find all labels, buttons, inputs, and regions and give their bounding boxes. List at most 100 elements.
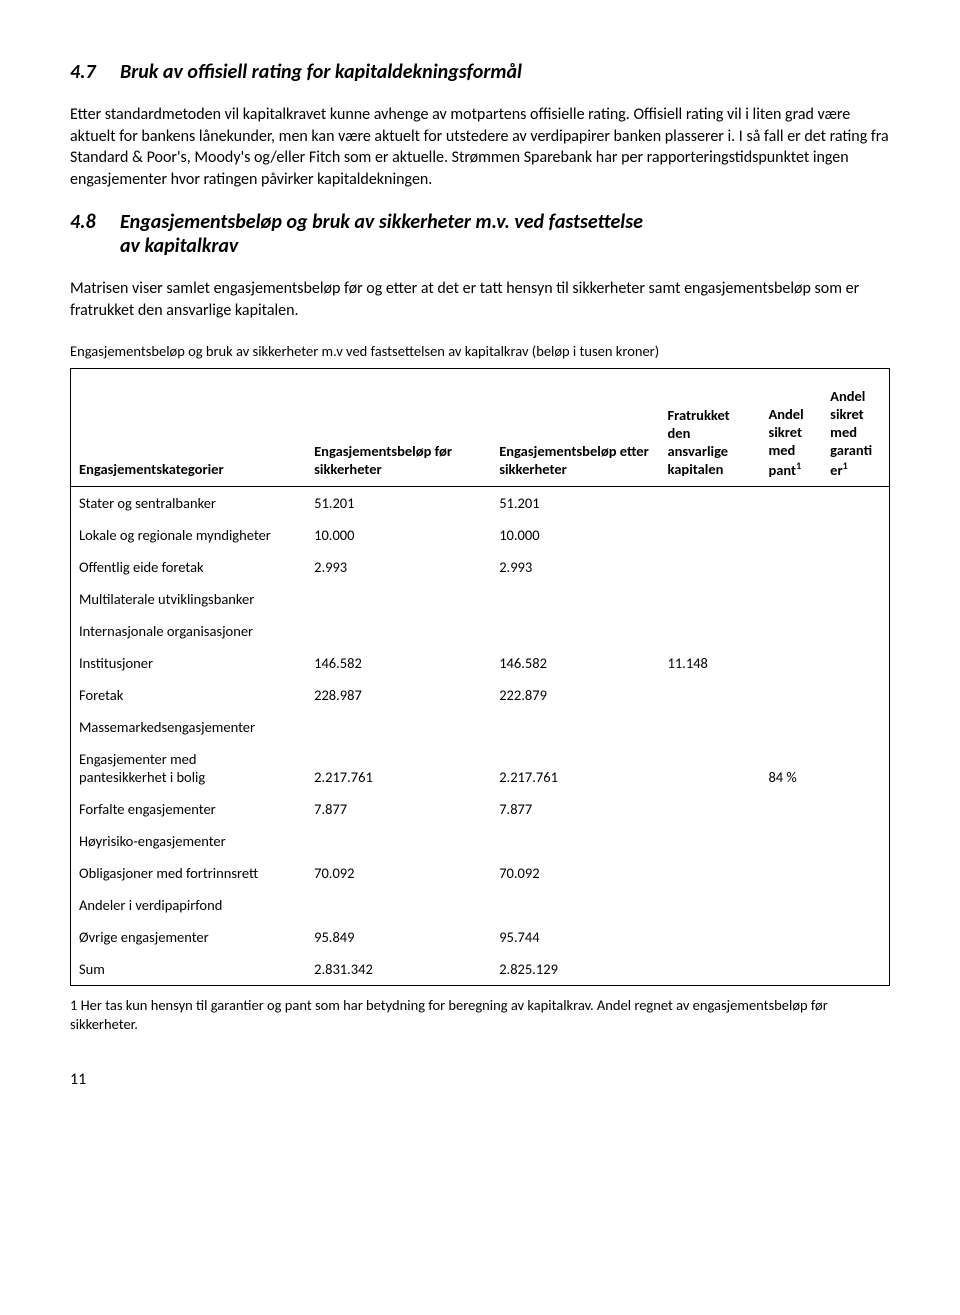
header-after: Engasjementsbeløp etter sikkerheter	[491, 368, 659, 487]
table-row: Obligasjoner med fortrinnsrett70.09270.0…	[71, 857, 890, 889]
engagement-table: Engasjementskategorier Engasjementsbeløp…	[70, 368, 890, 987]
row-value	[659, 487, 760, 520]
row-value	[659, 583, 760, 615]
table-row: Stater og sentralbanker51.20151.201	[71, 487, 890, 520]
row-value	[822, 953, 889, 986]
row-value	[822, 711, 889, 743]
table-row: Internasjonale organisasjoner	[71, 615, 890, 647]
row-value	[822, 921, 889, 953]
row-value	[760, 825, 822, 857]
row-value: 2.217.761	[491, 743, 659, 793]
row-value	[306, 825, 491, 857]
row-value	[760, 679, 822, 711]
section-4-7-paragraph: Etter standardmetoden vil kapitalkravet …	[70, 104, 890, 190]
table-footnote: 1 Her tas kun hensyn til garantier og pa…	[70, 996, 890, 1034]
row-value	[822, 825, 889, 857]
row-value	[659, 921, 760, 953]
row-value	[822, 793, 889, 825]
row-value	[306, 711, 491, 743]
header-before: Engasjementsbeløp før sikkerheter	[306, 368, 491, 487]
row-label: Institusjoner	[71, 647, 307, 679]
row-label: Stater og sentralbanker	[71, 487, 307, 520]
table-row: Engasjementer medpantesikkerhet i bolig2…	[71, 743, 890, 793]
table-row: Massemarkedsengasjementer	[71, 711, 890, 743]
row-value	[822, 743, 889, 793]
row-value	[659, 551, 760, 583]
row-value	[760, 953, 822, 986]
table-row: Forfalte engasjementer7.8777.877	[71, 793, 890, 825]
row-value	[760, 583, 822, 615]
row-value	[822, 615, 889, 647]
row-label: Foretak	[71, 679, 307, 711]
row-value	[306, 615, 491, 647]
row-value: 2.825.129	[491, 953, 659, 986]
row-value	[822, 857, 889, 889]
row-value	[659, 679, 760, 711]
row-value: 11.148	[659, 647, 760, 679]
row-value: 7.877	[306, 793, 491, 825]
row-label: Lokale og regionale myndigheter	[71, 519, 307, 551]
row-value	[760, 889, 822, 921]
row-label: Engasjementer medpantesikkerhet i bolig	[71, 743, 307, 793]
table-row: Foretak228.987222.879	[71, 679, 890, 711]
row-value	[659, 711, 760, 743]
row-value: 70.092	[306, 857, 491, 889]
table-caption: Engasjementsbeløp og bruk av sikkerheter…	[70, 342, 890, 360]
row-label: Internasjonale organisasjoner	[71, 615, 307, 647]
table-row: Øvrige engasjementer95.84995.744	[71, 921, 890, 953]
row-value	[659, 889, 760, 921]
row-label: Øvrige engasjementer	[71, 921, 307, 953]
row-label: Massemarkedsengasjementer	[71, 711, 307, 743]
row-value	[659, 953, 760, 986]
row-value	[760, 857, 822, 889]
row-value: 84 %	[760, 743, 822, 793]
row-value: 146.582	[306, 647, 491, 679]
section-title-line1: Engasjementsbeløp og bruk av sikkerheter…	[120, 210, 643, 234]
row-value	[659, 615, 760, 647]
row-label: Andeler i verdipapirfond	[71, 889, 307, 921]
row-value: 51.201	[306, 487, 491, 520]
row-label: Offentlig eide foretak	[71, 551, 307, 583]
section-title: Bruk av offisiell rating for kapitaldekn…	[120, 60, 522, 84]
row-value	[822, 583, 889, 615]
row-value	[760, 711, 822, 743]
row-value	[491, 825, 659, 857]
row-label: Multilaterale utviklingsbanker	[71, 583, 307, 615]
row-value	[491, 889, 659, 921]
row-value	[491, 711, 659, 743]
section-number: 4.7	[70, 60, 120, 84]
row-value	[822, 551, 889, 583]
row-value: 95.744	[491, 921, 659, 953]
row-value: 146.582	[491, 647, 659, 679]
table-row: Institusjoner146.582146.58211.148	[71, 647, 890, 679]
header-pant: Andel sikret med pant1	[760, 368, 822, 487]
table-row: Lokale og regionale myndigheter10.00010.…	[71, 519, 890, 551]
header-garanti: Andel sikret med garanti er1	[822, 368, 889, 487]
row-value	[306, 583, 491, 615]
header-deducted: Fratrukket den ansvarlige kapitalen	[659, 368, 760, 487]
row-value	[760, 921, 822, 953]
table-row: Offentlig eide foretak2.9932.993	[71, 551, 890, 583]
row-value	[822, 679, 889, 711]
row-value: 10.000	[306, 519, 491, 551]
section-4-8-paragraph: Matrisen viser samlet engasjementsbeløp …	[70, 278, 890, 321]
header-categories: Engasjementskategorier	[71, 368, 307, 487]
row-value	[659, 793, 760, 825]
row-value	[822, 487, 889, 520]
row-value	[822, 519, 889, 551]
row-value: 2.831.342	[306, 953, 491, 986]
row-value: 2.217.761	[306, 743, 491, 793]
row-value	[822, 647, 889, 679]
table-row: Sum2.831.3422.825.129	[71, 953, 890, 986]
section-title-line2: av kapitalkrav	[120, 234, 238, 258]
row-value	[822, 889, 889, 921]
row-value	[491, 583, 659, 615]
row-value	[659, 825, 760, 857]
table-row: Andeler i verdipapirfond	[71, 889, 890, 921]
row-value	[491, 615, 659, 647]
row-value	[760, 647, 822, 679]
row-value	[659, 519, 760, 551]
row-value: 2.993	[491, 551, 659, 583]
row-value	[760, 551, 822, 583]
row-value	[760, 519, 822, 551]
